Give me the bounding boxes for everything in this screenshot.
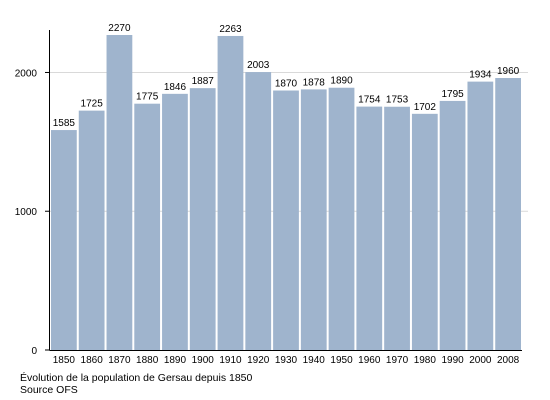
data-label-1890: 1846 bbox=[164, 82, 187, 93]
data-label-2000: 1934 bbox=[469, 70, 492, 81]
data-label-2008: 1960 bbox=[497, 66, 520, 77]
x-tick-label-2008: 2008 bbox=[497, 355, 520, 366]
bar-1960 bbox=[356, 106, 383, 351]
bar-1970 bbox=[384, 106, 410, 350]
y-tick-labels: 0 1000 2000 bbox=[15, 68, 50, 357]
x-tick-label-1910: 1910 bbox=[219, 355, 242, 366]
data-label-1960: 1754 bbox=[358, 95, 381, 106]
y-tick-label-0: 0 bbox=[31, 346, 37, 357]
bar-1920 bbox=[245, 72, 272, 350]
bar-1940 bbox=[300, 89, 327, 350]
bar-2008 bbox=[495, 78, 521, 350]
x-tick-label-1970: 1970 bbox=[386, 355, 409, 366]
x-tick-label-1930: 1930 bbox=[275, 355, 298, 366]
x-tick-label-1950: 1950 bbox=[330, 355, 353, 366]
bar-1930 bbox=[273, 90, 299, 351]
x-tick-labels: 1850 1860 1870 1880 1890 1900 1910 1920 1930 1940… bbox=[53, 355, 520, 366]
axes bbox=[49, 30, 522, 351]
bar-1990 bbox=[439, 100, 466, 351]
x-tick-label-1890: 1890 bbox=[164, 355, 187, 366]
y-tick-label-2000: 2000 bbox=[15, 68, 38, 79]
bar-1910 bbox=[217, 35, 244, 350]
bar-1900 bbox=[189, 88, 216, 350]
bar-1980 bbox=[411, 113, 438, 350]
data-label-1950: 1890 bbox=[330, 76, 353, 87]
data-label-1990: 1795 bbox=[441, 89, 464, 100]
data-label-1860: 1725 bbox=[81, 99, 104, 110]
bars bbox=[51, 35, 521, 351]
chart-caption-title: Évolution de la population de Gersau dep… bbox=[20, 372, 253, 384]
chart-caption-source: Source OFS bbox=[20, 384, 78, 396]
x-tick-label-1850: 1850 bbox=[53, 355, 76, 366]
x-tick-label-1960: 1960 bbox=[358, 355, 381, 366]
y-tick-label-1000: 1000 bbox=[15, 207, 38, 218]
bar-1850 bbox=[51, 130, 77, 350]
data-labels: 1585 1725 2270 1775 1846 1887 2263 2003 1870 1878… bbox=[53, 23, 520, 129]
data-label-1920: 2003 bbox=[247, 60, 270, 71]
data-label-1880: 1775 bbox=[136, 92, 159, 103]
bar-1880 bbox=[134, 103, 161, 351]
x-tick-label-1940: 1940 bbox=[303, 355, 326, 366]
data-label-1850: 1585 bbox=[53, 118, 76, 129]
bar-1950 bbox=[328, 87, 355, 351]
data-label-1970: 1753 bbox=[386, 95, 409, 106]
data-label-1870: 2270 bbox=[108, 23, 131, 34]
x-tick-label-1860: 1860 bbox=[81, 355, 104, 366]
data-label-1980: 1702 bbox=[414, 102, 437, 113]
x-tick-label-1920: 1920 bbox=[247, 355, 270, 366]
bar-1890 bbox=[162, 93, 188, 350]
data-label-1910: 2263 bbox=[219, 24, 242, 35]
x-tick-label-1990: 1990 bbox=[441, 355, 464, 366]
bar-1870 bbox=[106, 35, 133, 350]
bar-1860 bbox=[78, 110, 105, 351]
data-label-1940: 1878 bbox=[303, 77, 326, 88]
x-tick-label-1870: 1870 bbox=[108, 355, 131, 366]
x-tick-label-1980: 1980 bbox=[414, 355, 437, 366]
data-label-1930: 1870 bbox=[275, 79, 298, 90]
x-tick-label-2000: 2000 bbox=[469, 355, 492, 366]
x-tick-label-1900: 1900 bbox=[192, 355, 215, 366]
x-tick-label-1880: 1880 bbox=[136, 355, 159, 366]
data-label-1900: 1887 bbox=[192, 76, 215, 87]
bar-2000 bbox=[467, 81, 494, 350]
